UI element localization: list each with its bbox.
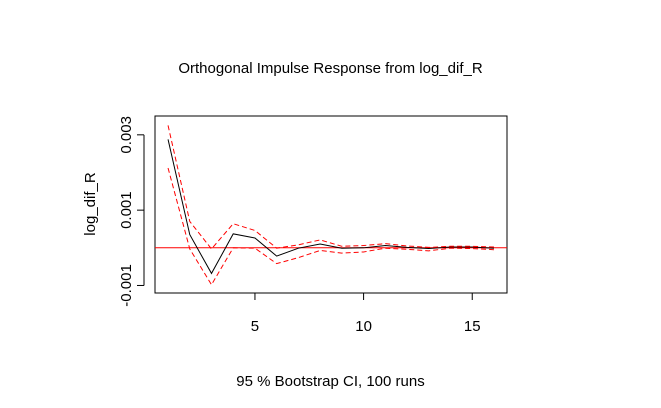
y-axis: -0.001 0.001 0.003 (118, 116, 145, 307)
y-tick-label: 0.003 (118, 116, 135, 154)
x-axis: 5 10 15 (251, 292, 481, 335)
y-ticks: -0.001 0.001 0.003 (118, 116, 144, 307)
x-tick-label: 5 (251, 318, 259, 335)
series-line-upper (167, 125, 494, 250)
series-line-lower (167, 167, 494, 286)
chart-title: Orthogonal Impulse Response from log_dif… (178, 60, 482, 77)
x-ticks: 5 10 15 (251, 293, 481, 335)
y-tick-label: 0.001 (118, 191, 135, 229)
x-tick-label: 10 (355, 318, 372, 335)
series-layer (167, 125, 494, 286)
series-line-response (167, 139, 494, 275)
x-axis-label: 95 % Bootstrap CI, 100 runs (236, 373, 424, 390)
y-axis-label: log_dif_R (82, 172, 99, 236)
y-tick-label: -0.001 (118, 264, 135, 307)
x-tick-label: 15 (464, 318, 481, 335)
